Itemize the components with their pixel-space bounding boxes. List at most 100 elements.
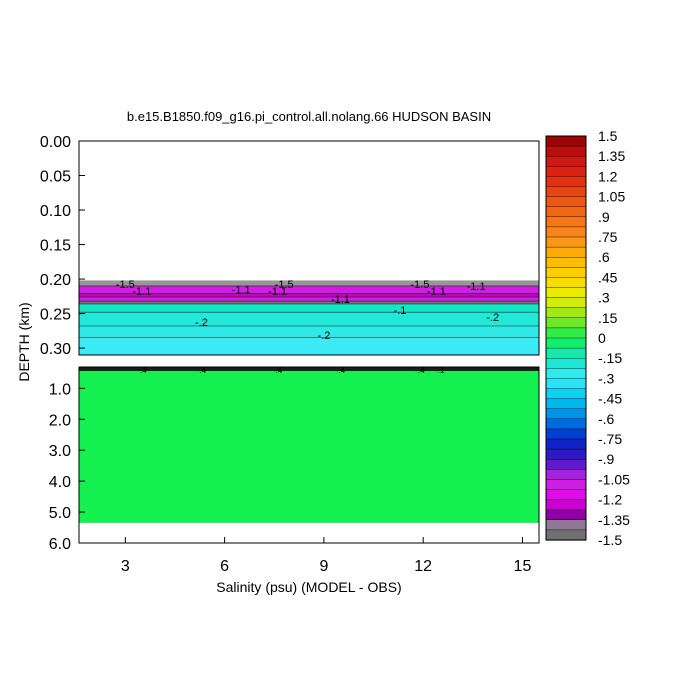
colorbar-swatch bbox=[545, 469, 587, 480]
colorbar-swatch bbox=[545, 135, 587, 147]
contour-band bbox=[79, 326, 539, 338]
colorbar-swatch bbox=[545, 479, 587, 491]
colorbar-swatch bbox=[545, 509, 587, 521]
colorbar-swatch bbox=[545, 277, 587, 289]
contour-label: -1.1 bbox=[232, 284, 251, 296]
colorbar-swatch bbox=[545, 267, 587, 278]
y-tick-label: 0.05 bbox=[40, 169, 71, 186]
lower-panel: -.4 -.4 -.4 -.4 -.4 -.1 1.0 2.0 3.0 4.0 5.0 6.0 bbox=[49, 366, 540, 553]
y-tick-label: 4.0 bbox=[49, 474, 71, 491]
contour-band bbox=[79, 312, 539, 327]
contour-label: -1.1 bbox=[132, 286, 151, 298]
upper-plot-frame bbox=[78, 140, 540, 356]
contour-label: -.2 bbox=[195, 317, 208, 329]
colorbar-swatch bbox=[545, 398, 587, 410]
upper-panel: -1.5-1.1 -1.1 -1.5-1.1-1.1-1.5-1.1 -1.1-.2-… bbox=[40, 134, 540, 358]
colorbar-swatch bbox=[545, 145, 587, 157]
colorbar-label: .6 bbox=[598, 249, 610, 265]
y-tick-label: 2.0 bbox=[49, 412, 71, 429]
colorbar-swatch bbox=[545, 378, 587, 390]
contour-label: -.4 bbox=[273, 366, 283, 375]
colorbar-swatch bbox=[545, 287, 587, 299]
colorbar-swatch bbox=[545, 196, 587, 208]
contour-label: -.2 bbox=[317, 330, 330, 342]
y-tick-label: 6.0 bbox=[49, 536, 71, 553]
colorbar-swatch bbox=[545, 459, 587, 470]
colorbar-swatch bbox=[545, 499, 587, 511]
contour-label: -.4 bbox=[197, 366, 207, 375]
lower-plot-frame bbox=[78, 366, 540, 544]
contour-label: -1.1 bbox=[268, 286, 287, 298]
y-tick-label: 0.10 bbox=[40, 203, 71, 220]
colorbar-label: .75 bbox=[598, 229, 618, 245]
contour-label: -.2 bbox=[486, 312, 499, 324]
colorbar-label: .15 bbox=[598, 310, 618, 326]
colorbar-label: -.45 bbox=[598, 391, 622, 407]
x-tick-label: 3 bbox=[121, 558, 130, 575]
contour-label: -.1 bbox=[394, 305, 407, 317]
colorbar-swatch bbox=[545, 216, 587, 228]
colorbar-label: -.6 bbox=[598, 411, 615, 427]
x-axis: 3 6 9 12 15 bbox=[121, 537, 532, 575]
colorbar-swatch bbox=[545, 418, 587, 430]
surface-contour-band bbox=[79, 367, 539, 371]
y-tick-label: 0.20 bbox=[40, 272, 71, 289]
colorbar-swatch bbox=[545, 226, 587, 238]
colorbar-swatch bbox=[545, 519, 587, 531]
contour-label: -1.1 bbox=[331, 294, 350, 306]
colorbar-swatch bbox=[545, 388, 587, 400]
contour-label: -1.5 bbox=[116, 279, 135, 291]
x-axis-label: Salinity (psu) (MODEL - OBS) bbox=[216, 579, 401, 595]
colorbar-label: -.15 bbox=[598, 350, 622, 366]
colorbar-label: -.3 bbox=[598, 370, 615, 386]
colorbar-swatch bbox=[545, 358, 587, 369]
colorbar-label: -1.2 bbox=[598, 492, 622, 508]
colorbar-swatch bbox=[545, 428, 587, 440]
colorbar-label: .45 bbox=[598, 269, 618, 285]
y-tick-label: 3.0 bbox=[49, 443, 71, 460]
colorbar-swatch bbox=[545, 438, 587, 450]
colorbar-swatch bbox=[545, 347, 587, 359]
colorbar-swatch bbox=[545, 307, 587, 319]
contour-label: -1.5 bbox=[275, 279, 294, 291]
colorbar-swatch bbox=[545, 529, 587, 541]
colorbar-label: -1.35 bbox=[598, 512, 630, 528]
contour-label: -.4 bbox=[336, 366, 346, 375]
colorbar-label: 1.05 bbox=[598, 189, 625, 205]
colorbar-swatch bbox=[545, 186, 587, 198]
colorbar-swatch bbox=[545, 317, 587, 329]
contour-band bbox=[79, 293, 539, 298]
colorbar: 1.5 1.35 1.2 1.05 .9 .75 .6 .45 .3 .15 0 -.15 -.3 -.4… bbox=[545, 128, 630, 548]
contour-label: -1.1 bbox=[427, 286, 446, 298]
x-tick-label: 15 bbox=[514, 558, 532, 575]
contour-band bbox=[79, 280, 539, 286]
y-tick-label: 5.0 bbox=[49, 505, 71, 522]
colorbar-swatch bbox=[545, 166, 587, 178]
colorbar-label: 1.35 bbox=[598, 148, 625, 164]
colorbar-swatch bbox=[545, 408, 587, 420]
x-tick-label: 9 bbox=[319, 558, 328, 575]
colorbar-label: 1.5 bbox=[598, 128, 618, 144]
colorbar-swatch bbox=[545, 236, 587, 248]
y-tick-label: 0.15 bbox=[40, 238, 71, 255]
colorbar-label: .9 bbox=[598, 209, 610, 225]
colorbar-swatch bbox=[545, 448, 587, 460]
colorbar-label: -.75 bbox=[598, 431, 622, 447]
colorbar-label: -.9 bbox=[598, 451, 615, 467]
contour-label: -1.5 bbox=[410, 279, 429, 291]
colorbar-label: .3 bbox=[598, 290, 610, 306]
y-tick-label: 0.00 bbox=[40, 134, 71, 151]
contour-band bbox=[79, 285, 539, 294]
colorbar-swatch bbox=[545, 297, 587, 309]
contour-label: -1.1 bbox=[467, 281, 486, 293]
colorbar-swatch bbox=[545, 327, 587, 339]
y-tick-label: 0.25 bbox=[40, 307, 71, 324]
contour-band bbox=[79, 367, 539, 523]
colorbar-swatch bbox=[545, 206, 587, 218]
colorbar-swatch bbox=[545, 155, 587, 167]
colorbar-frame bbox=[545, 135, 587, 541]
colorbar-label: -1.5 bbox=[598, 532, 622, 548]
contour-band bbox=[79, 297, 539, 302]
colorbar-swatch bbox=[545, 176, 587, 188]
